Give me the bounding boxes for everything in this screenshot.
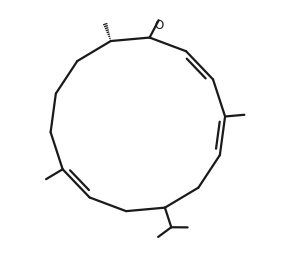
Text: O: O — [155, 19, 164, 32]
